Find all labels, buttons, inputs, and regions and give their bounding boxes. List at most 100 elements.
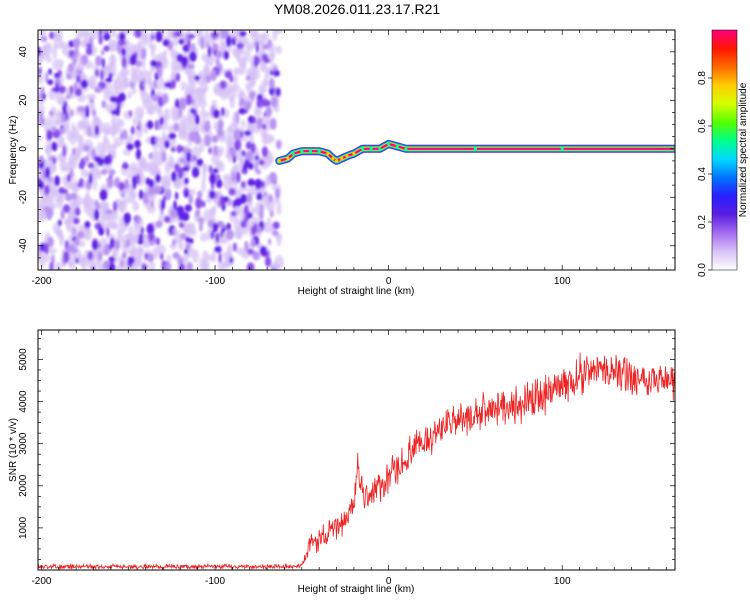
noise-blob [102, 134, 108, 144]
noise-blob [228, 188, 236, 196]
noise-blob [54, 175, 61, 187]
noise-blob [157, 156, 163, 167]
noise-blob [44, 184, 50, 196]
noise-blob [272, 221, 280, 230]
noise-blob [180, 232, 187, 240]
noise-blob [109, 95, 118, 103]
spectrogram-x-tick-label: 0 [386, 276, 392, 287]
noise-blob [187, 39, 191, 51]
noise-blob [159, 116, 164, 126]
noise-blob [98, 34, 103, 45]
noise-blob [130, 243, 137, 258]
noise-blob [45, 206, 54, 219]
noise-blob [272, 230, 279, 237]
noise-blob [142, 77, 146, 90]
spectrogram-marks [38, 30, 675, 270]
noise-blob [46, 129, 50, 141]
noise-blob [92, 109, 97, 118]
noise-blob [232, 242, 237, 252]
noise-blob [92, 177, 98, 191]
noise-blob [244, 130, 252, 136]
noise-blob [99, 189, 108, 201]
spectrogram-y-tick-label: 20 [18, 94, 29, 106]
noise-blob [147, 186, 156, 196]
noise-blob [212, 42, 219, 51]
noise-blob [105, 64, 113, 72]
noise-blob [170, 208, 178, 219]
noise-blob [52, 58, 62, 71]
noise-blob [273, 69, 280, 77]
noise-blob [208, 147, 212, 155]
noise-blob [227, 198, 232, 207]
ridge-point [331, 156, 335, 161]
noise-blob [132, 116, 139, 127]
noise-blob [125, 233, 133, 240]
noise-blob [164, 140, 170, 149]
noise-blob [89, 37, 94, 45]
noise-blob [46, 139, 53, 149]
noise-blob [69, 85, 74, 95]
noise-blob [140, 93, 150, 104]
noise-blob [175, 72, 181, 82]
noise-blob [257, 93, 263, 100]
spectrogram-x-tick-label: -200 [31, 276, 51, 287]
noise-blob [199, 138, 205, 153]
noise-blob [215, 57, 220, 68]
noise-blob [275, 87, 281, 97]
noise-blob [176, 144, 183, 154]
noise-blob [67, 244, 71, 253]
noise-blob [73, 82, 77, 92]
noise-blob [178, 97, 187, 110]
noise-blob [74, 207, 81, 217]
noise-blob [155, 30, 163, 43]
noise-blob [231, 171, 236, 183]
noise-blob [243, 204, 249, 217]
noise-blob [201, 53, 209, 62]
noise-blob [270, 266, 277, 270]
noise-blob [244, 240, 249, 251]
noise-blob [155, 220, 163, 228]
noise-blob [232, 74, 238, 84]
noise-blob [63, 250, 70, 263]
noise-blob [211, 152, 220, 166]
noise-blob [235, 55, 243, 63]
noise-blob [112, 78, 118, 92]
noise-blob [252, 250, 260, 261]
noise-blob [233, 67, 239, 75]
noise-blob [201, 73, 208, 85]
spectrogram-y-label: Frequency (Hz) [8, 116, 19, 185]
noise-blob [218, 252, 222, 264]
colorbar-label: Normalized spectral amplitude [738, 82, 749, 217]
ridge [275, 139, 675, 165]
noise-blob [59, 153, 65, 165]
noise-blob [201, 168, 207, 182]
noise-blob [97, 157, 105, 166]
noise-blob [163, 108, 171, 122]
noise-blob [68, 260, 76, 270]
noise-blob [235, 171, 241, 183]
noise-blob [160, 199, 166, 210]
noise-blob [171, 171, 177, 183]
noise-blob [191, 98, 195, 105]
noise-blob [183, 190, 189, 198]
noise-blob [146, 77, 152, 86]
noise-blob [60, 113, 66, 123]
noise-blob [95, 203, 101, 210]
noise-blob [134, 139, 141, 149]
ridge-point [395, 144, 399, 148]
noise-blob [151, 94, 159, 102]
noise-blob [120, 259, 124, 268]
noise-blob [225, 147, 231, 158]
noise-blob [226, 229, 234, 241]
noise-blob [269, 49, 276, 60]
noise-blob [259, 245, 267, 257]
snr-frame [37, 329, 676, 571]
noise-blob [269, 118, 277, 130]
noise-blob [192, 146, 201, 159]
noise-blob [73, 217, 80, 225]
spectrogram-y-tick-label: 0 [18, 146, 29, 152]
noise-blob [177, 167, 184, 179]
noise-blob [58, 85, 66, 94]
noise-blob [132, 179, 137, 190]
noise-blob [100, 69, 104, 81]
